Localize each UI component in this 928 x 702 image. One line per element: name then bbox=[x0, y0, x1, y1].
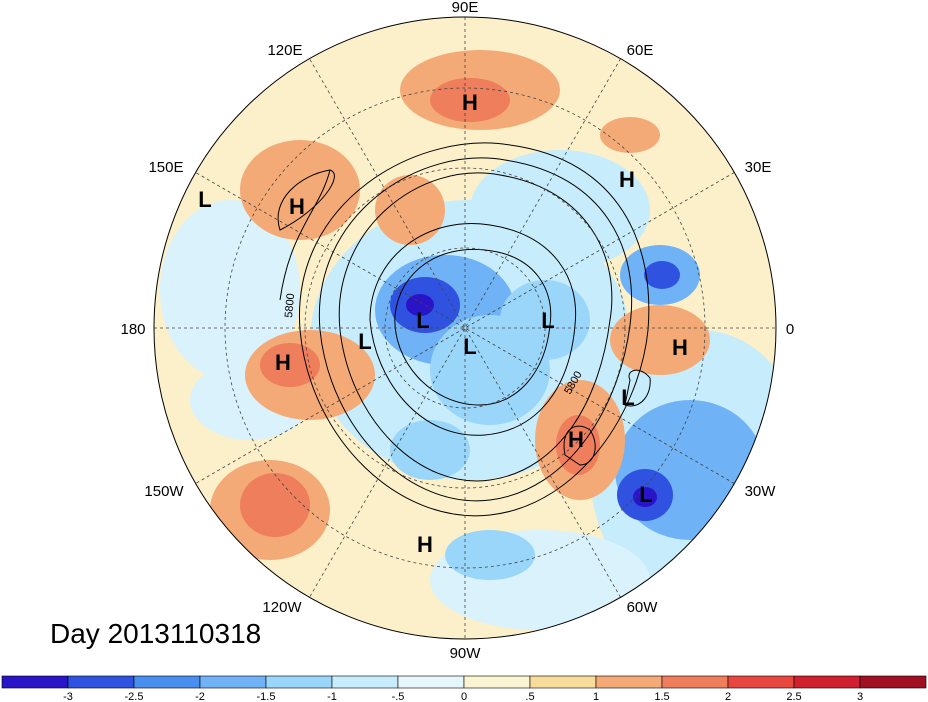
pressure-center-low: L bbox=[541, 308, 554, 333]
colorbar-swatch bbox=[265, 675, 333, 689]
contour-line bbox=[338, 172, 613, 482]
pressure-center-low: L bbox=[198, 187, 211, 212]
day-title: Day 2013110318 bbox=[50, 618, 262, 649]
colorbar-swatch bbox=[859, 675, 927, 689]
colorbar-swatch bbox=[529, 675, 597, 689]
colorbar-swatch bbox=[793, 675, 861, 689]
colorbar-tick-label: -.5 bbox=[392, 691, 405, 702]
colorbar-swatch bbox=[67, 675, 135, 689]
pressure-center-high: H bbox=[289, 194, 305, 219]
pressure-center-high: H bbox=[417, 532, 433, 557]
contour-line bbox=[279, 169, 331, 301]
colorbar-swatch bbox=[595, 675, 663, 689]
pressure-center-low: L bbox=[463, 334, 476, 359]
contour-line bbox=[369, 223, 577, 436]
pressure-center-high: H bbox=[568, 427, 584, 452]
lon-label-90w: 90W bbox=[450, 645, 482, 662]
pressure-center-low: L bbox=[621, 385, 634, 410]
colorbar-tick-label: 1 bbox=[593, 691, 599, 702]
colorbar-tick-label: -2.5 bbox=[125, 691, 144, 702]
lon-label-30w: 30W bbox=[745, 483, 777, 500]
colorbar-swatch bbox=[661, 675, 729, 689]
pressure-center-low: L bbox=[358, 329, 371, 354]
height-contours bbox=[277, 142, 651, 517]
pressure-centers: H H H H H H H L L L L L L L bbox=[198, 90, 688, 557]
lon-label-120w: 120W bbox=[262, 599, 302, 616]
pressure-center-high: H bbox=[275, 350, 291, 375]
colorbar: -3 -2.5 -2 -1.5 -1 -.5 0 .5 1 1.5 2 2.5 3 bbox=[1, 675, 927, 702]
colorbar-tick-label: .5 bbox=[525, 691, 534, 702]
colorbar-swatch bbox=[331, 675, 399, 689]
pressure-center-high: H bbox=[672, 335, 688, 360]
colorbar-swatch bbox=[1, 675, 69, 689]
colorbar-tick-label: -1 bbox=[327, 691, 337, 702]
contour-line bbox=[299, 142, 650, 517]
colorbar-swatch bbox=[463, 675, 531, 689]
colorbar-tick-label: -3 bbox=[63, 691, 73, 702]
colorbar-tick-label: 0 bbox=[461, 691, 467, 702]
lon-label-150e: 150E bbox=[148, 159, 183, 176]
pressure-center-high: H bbox=[619, 167, 635, 192]
lon-label-180: 180 bbox=[120, 321, 145, 338]
anomaly-shading bbox=[154, 17, 776, 639]
lon-label-90e: 90E bbox=[452, 0, 479, 16]
contour-line bbox=[394, 248, 552, 406]
graticule bbox=[154, 17, 776, 639]
colorbar-tick-label: -1.5 bbox=[257, 691, 276, 702]
contour-line bbox=[318, 157, 633, 502]
lon-label-60w: 60W bbox=[627, 599, 659, 616]
colorbar-tick-label: 3 bbox=[857, 691, 863, 702]
colorbar-swatch bbox=[133, 675, 201, 689]
map-boundary bbox=[153, 16, 777, 640]
longitude-labels: 90E 60E 30E 0 30W 60W 90W 120W 150W 180 … bbox=[120, 0, 794, 662]
pressure-center-high: H bbox=[462, 90, 478, 115]
lon-label-30e: 30E bbox=[745, 159, 772, 176]
pressure-center-low: L bbox=[639, 482, 652, 507]
lon-label-120e: 120E bbox=[267, 42, 302, 59]
lon-label-0: 0 bbox=[786, 321, 794, 338]
lon-label-150w: 150W bbox=[144, 483, 184, 500]
contour-line bbox=[277, 169, 335, 231]
contour-line bbox=[624, 369, 651, 407]
lon-label-60e: 60E bbox=[627, 42, 654, 59]
pressure-center-low: L bbox=[416, 308, 429, 333]
colorbar-tick-label: 2.5 bbox=[786, 691, 801, 702]
colorbar-tick-label: -2 bbox=[195, 691, 205, 702]
contour-label-5800-west: 5800 bbox=[283, 293, 297, 318]
colorbar-tick-label: 2 bbox=[725, 691, 731, 702]
colorbar-swatch bbox=[727, 675, 795, 689]
colorbar-tick-label: 1.5 bbox=[654, 691, 669, 702]
colorbar-swatch bbox=[199, 675, 267, 689]
contour-line bbox=[563, 425, 596, 466]
colorbar-swatch bbox=[397, 675, 465, 689]
